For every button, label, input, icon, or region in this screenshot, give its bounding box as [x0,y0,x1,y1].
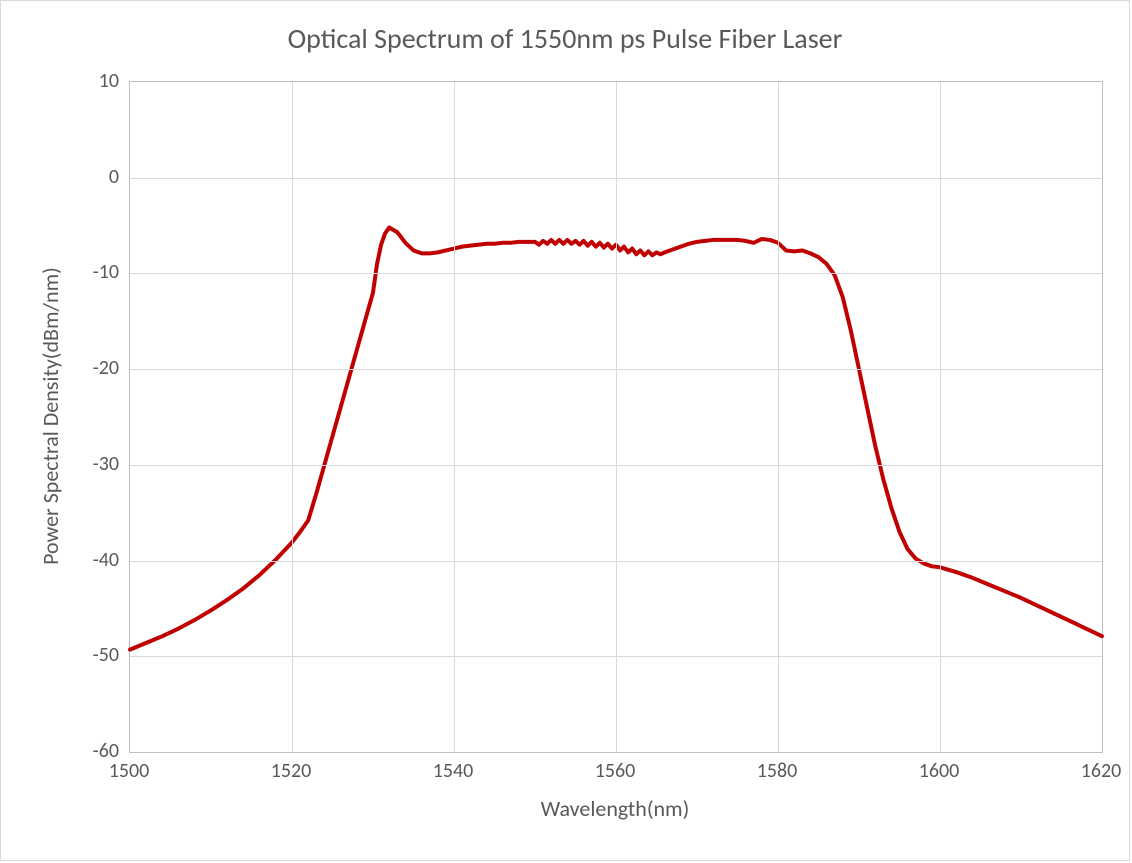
y-tick-label: -30 [69,452,119,476]
chart-container: Optical Spectrum of 1550nm ps Pulse Fibe… [0,0,1130,861]
grid-line-v [778,82,779,752]
x-tick-label: 1580 [757,759,798,783]
x-tick-label: 1520 [271,759,312,783]
y-tick-label: 0 [69,165,119,189]
y-tick-label: 10 [69,69,119,93]
grid-line-h [130,465,1102,466]
grid-line-v [616,82,617,752]
plot-area [129,81,1103,753]
grid-line-h [130,561,1102,562]
x-tick-label: 1560 [595,759,636,783]
grid-line-v [454,82,455,752]
y-tick-label: -10 [69,260,119,284]
y-tick-label: -20 [69,356,119,380]
y-tick-label: -60 [69,739,119,763]
grid-line-h [130,656,1102,657]
x-tick-label: 1600 [919,759,960,783]
y-axis-label: Power Spectral Density(dBm/nm) [37,81,64,751]
y-tick-label: -50 [69,643,119,667]
chart-title: Optical Spectrum of 1550nm ps Pulse Fibe… [1,21,1129,56]
grid-line-h [130,369,1102,370]
x-tick-label: 1540 [433,759,474,783]
grid-line-v [940,82,941,752]
x-axis-label: Wavelength(nm) [129,795,1101,822]
grid-line-h [130,178,1102,179]
grid-line-h [130,273,1102,274]
grid-line-v [292,82,293,752]
y-tick-label: -40 [69,548,119,572]
x-tick-label: 1620 [1081,759,1122,783]
